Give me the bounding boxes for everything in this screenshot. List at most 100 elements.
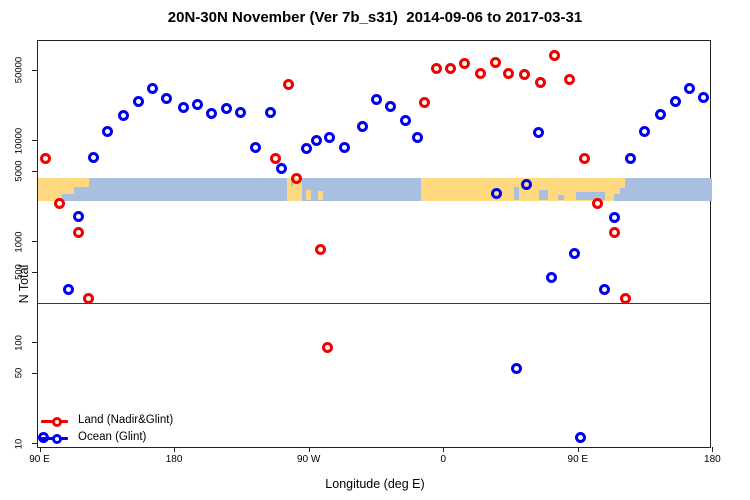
map-ocean-segment [513,186,520,201]
y-tick-label: 500 [13,264,25,281]
map-land-segment [38,177,62,201]
legend-item-ocean: Ocean (Glint) [41,431,241,446]
map-band [38,177,713,201]
data-point-ocean [132,96,144,108]
data-point-land [82,292,94,304]
data-point-ocean [118,110,130,122]
data-point-land [269,152,281,164]
data-point-land [474,68,486,80]
data-point-ocean [399,115,411,127]
x-tick [39,447,41,452]
y-tick-label: 1000 [13,231,25,253]
y-axis-label: N Total [17,264,31,304]
data-point-ocean [697,92,709,104]
data-point-ocean [411,132,423,144]
data-point-ocean [234,107,246,119]
data-point-ocean [249,142,261,154]
x-tick-label: 90 E [567,454,589,465]
data-point-land [54,197,66,209]
map-land-segment [619,177,625,188]
data-point-ocean [191,99,203,111]
legend-ring-land [52,416,62,427]
data-point-ocean [370,94,382,106]
plot-area: N Total Land (Nadir&Glint) Ocean (Glint) … [14,40,721,465]
data-point-ocean [356,121,368,133]
data-point-ocean [38,432,50,444]
y-tick-label: 50000 [13,56,25,84]
map-ocean-segment [558,195,565,201]
x-tick-label: 180 [165,454,183,465]
data-point-land [608,227,620,239]
x-tick-label: 180 [704,454,721,465]
data-point-land [282,79,294,90]
data-point-ocean [72,211,84,223]
data-point-ocean [683,83,695,95]
data-point-ocean [264,107,276,119]
data-point-ocean [275,163,287,175]
data-point-land [534,77,546,89]
data-point-ocean [205,108,217,120]
map-land-segment [317,191,323,201]
data-point-ocean [101,126,113,138]
data-point-ocean [574,432,586,444]
data-point-ocean [323,132,335,144]
data-point-ocean [624,152,636,164]
x-tick [308,447,310,452]
legend-item-land: Land (Nadir&Glint) [41,414,241,429]
data-point-ocean [490,188,502,200]
data-point-ocean [669,96,681,108]
data-point-ocean [87,152,99,164]
map-ocean-segment [576,191,605,201]
y-tick [32,241,37,243]
data-point-land [518,69,530,81]
data-point-land [72,227,84,239]
data-point-ocean [62,283,74,295]
data-point-land [502,68,514,80]
y-tick [32,342,37,344]
data-point-ocean [532,127,544,139]
data-point-ocean [638,126,650,138]
data-point-land [458,58,470,70]
x-tick-label: 90 E [29,454,50,465]
data-point-land [578,152,590,164]
data-point-ocean [338,142,350,154]
y-tick [32,69,37,71]
map-land-segment [73,177,89,188]
legend-label-land: Land (Nadir&Glint) [78,413,174,426]
data-point-ocean [300,143,312,155]
y-tick [32,140,37,142]
y-tick-label: 5000 [13,160,25,182]
data-point-land [444,62,456,74]
x-tick [712,447,714,452]
x-axis-label: Longitude (deg E) [325,477,425,491]
map-land-segment [61,177,74,194]
data-point-ocean [608,212,620,224]
y-tick [32,271,37,273]
y-tick-label: 50 [13,367,25,379]
legend-ring-ocean [52,433,62,444]
x-tick-label: 90 W [296,454,321,465]
x-tick [577,447,579,452]
y-tick [32,372,37,374]
reference-line [38,302,710,304]
data-point-ocean [598,283,610,295]
data-point-ocean [177,102,189,114]
map-land-segment [306,190,311,201]
map-land-segment [613,177,620,194]
data-point-land [619,292,631,304]
chart-title: 20N-30N November (Ver 7b_s31) 2014-09-06… [167,9,583,26]
x-tick [443,447,445,452]
data-point-ocean [510,363,522,375]
data-point-ocean [568,248,580,260]
data-point-land [563,74,575,86]
x-tick-label: 0 [440,454,446,465]
data-point-land [418,96,430,108]
x-tick [174,447,176,452]
data-point-ocean [520,179,532,191]
data-point-ocean [384,101,396,113]
data-point-ocean [220,103,232,115]
y-tick-label: 100 [13,334,25,351]
data-point-land [321,342,333,354]
y-tick-label: 10 [13,438,25,449]
